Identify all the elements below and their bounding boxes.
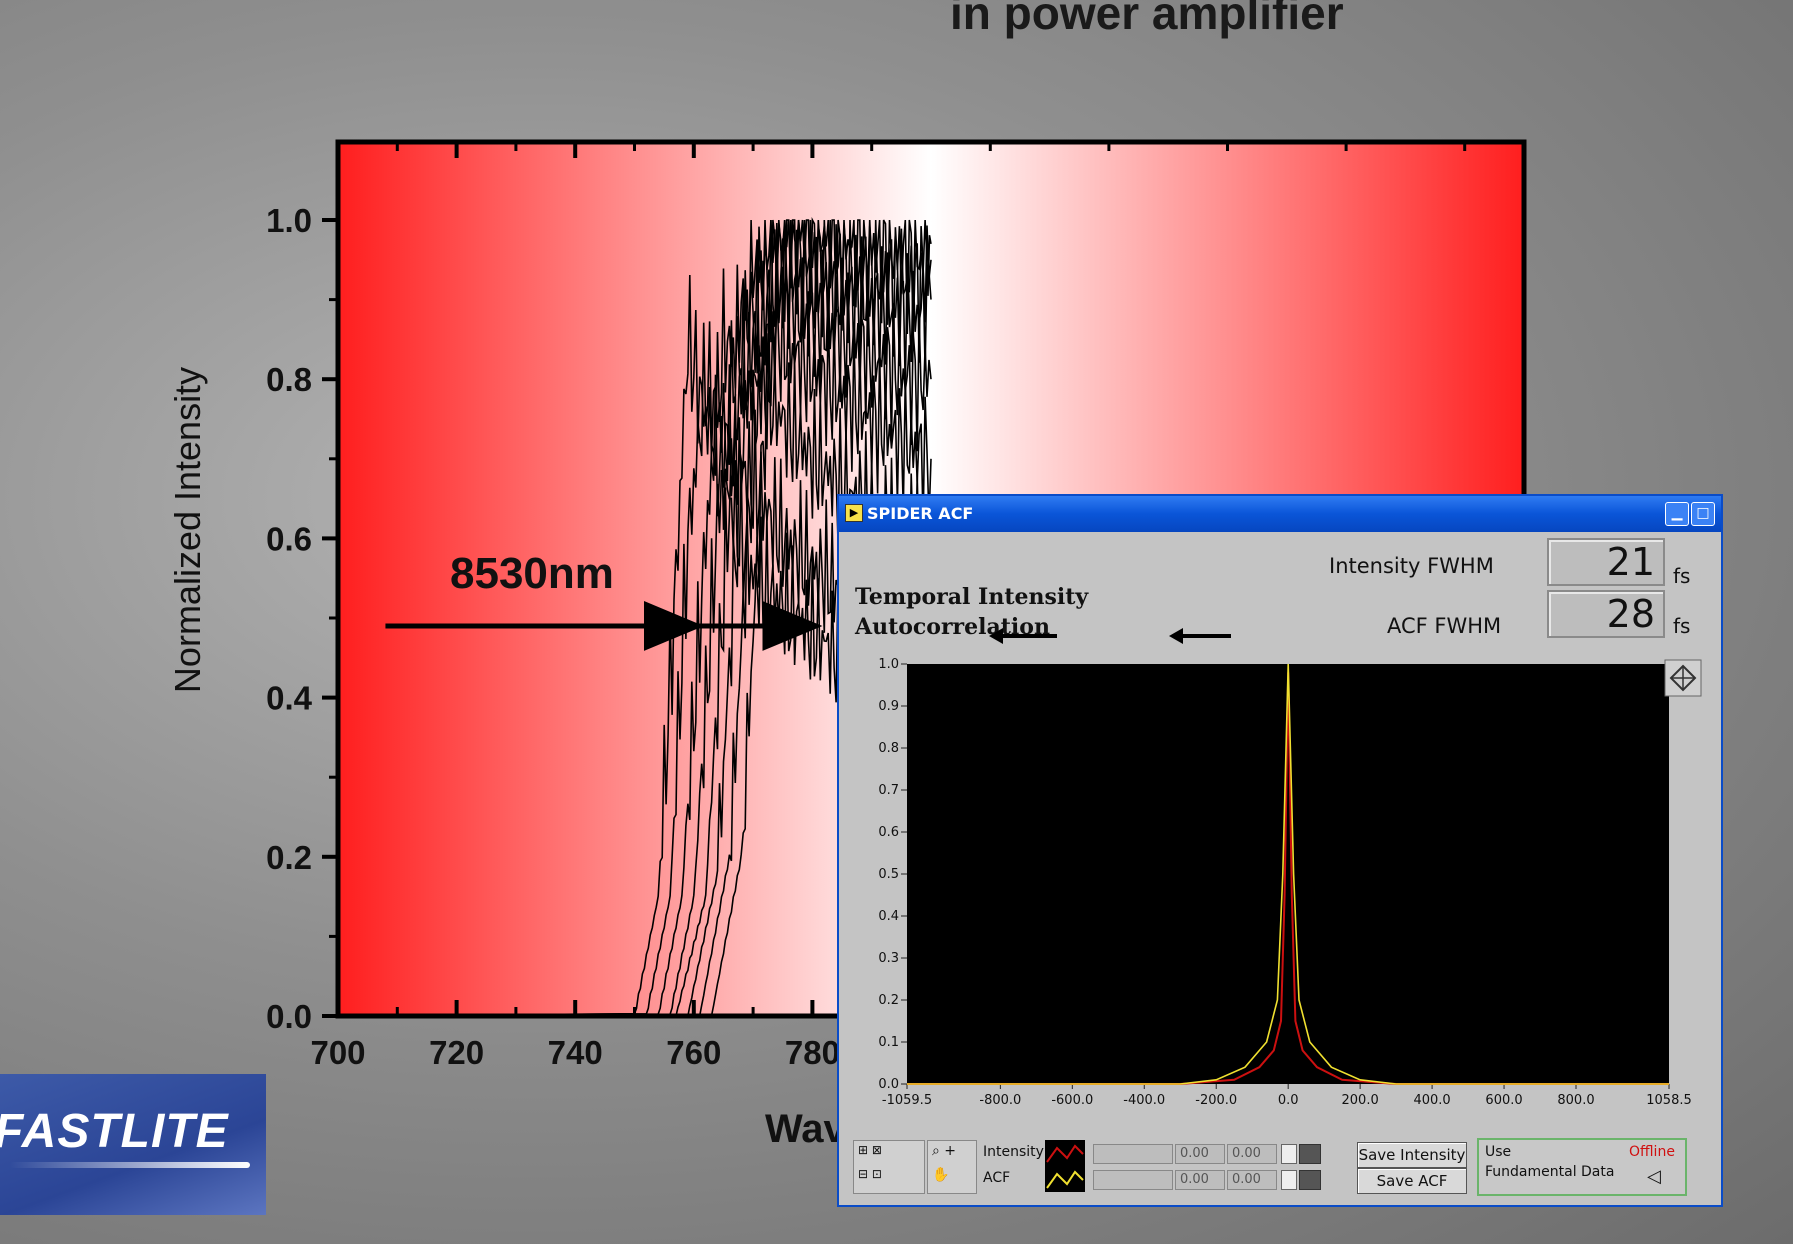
acf-x-tick-label: -800.0 — [979, 1093, 1021, 1108]
title-bar[interactable]: ▶ SPIDER ACF ▁ □ — [839, 496, 1721, 532]
cursor-name-field-1[interactable] — [1093, 1144, 1173, 1164]
legend-acf-label: ACF — [983, 1170, 1011, 1186]
y-tick-label: 1.0 — [266, 202, 312, 239]
spectrum-series-line — [355, 268, 932, 1017]
cursor-lock-toggle-2[interactable] — [1281, 1170, 1297, 1190]
acf-x-tick-label: 0.0 — [1278, 1093, 1299, 1108]
intensity-fwhm-label: Intensity FWHM — [1329, 554, 1494, 578]
y-tick-label: 0.0 — [266, 998, 312, 1035]
minimize-button[interactable]: ▁ — [1665, 502, 1689, 526]
y-tick-label: 0.4 — [266, 680, 313, 717]
acf-x-tick-label: -400.0 — [1123, 1093, 1165, 1108]
acf-y-tick-label: 0.9 — [878, 699, 899, 714]
acf-x-tick-label: -1059.5 — [882, 1093, 932, 1108]
acf-unit: fs — [1673, 614, 1691, 638]
y-axis-label: Normalized Intensity — [167, 367, 208, 693]
acf-y-tick-label: 0.0 — [878, 1077, 899, 1092]
acf-y-tick-label: 0.1 — [878, 1035, 899, 1050]
acf-series-group — [907, 663, 1669, 1085]
acf-x-tick-label: -200.0 — [1195, 1093, 1237, 1108]
fundamental-data-toggle[interactable]: Use Fundamental Data Offline ◁ — [1477, 1138, 1687, 1196]
intensity-fwhm-value: 21 — [1547, 538, 1665, 586]
cursor-y-field-2[interactable]: 0.00 — [1227, 1170, 1277, 1190]
magnify-icon[interactable]: ⌕ + — [932, 1143, 957, 1159]
x-axis-label: Wav — [765, 1107, 847, 1151]
cursor-color-2[interactable] — [1299, 1170, 1321, 1190]
zoom-y-icon[interactable]: ⊟ ⊡ — [858, 1167, 882, 1181]
acf-y-tick-label: 0.2 — [878, 993, 899, 1008]
logo-text: FASTLITE — [0, 1105, 229, 1158]
intensity-unit: fs — [1673, 564, 1691, 588]
save-acf-button[interactable]: Save ACF — [1357, 1168, 1467, 1194]
use-label: Use — [1485, 1144, 1512, 1160]
legend-swatches[interactable] — [1045, 1140, 1085, 1192]
acf-x-tick-label: 200.0 — [1342, 1093, 1379, 1108]
spectrum-series-line — [355, 216, 932, 1017]
cursor-y-field-1[interactable]: 0.00 — [1227, 1144, 1277, 1164]
spectrum-series-line — [355, 240, 932, 1017]
graph-palette[interactable]: ⊞ ⊠ ⊟ ⊡ — [853, 1140, 925, 1194]
acf-chart: 0.0 0.1 0.2 0.3 0.4 0.5 0.6 0.7 0.8 0.9 1.0 -1059.5… — [878, 657, 1702, 1108]
cursor-color-1[interactable] — [1299, 1144, 1321, 1164]
acf-x-tick-label: 800.0 — [1557, 1093, 1594, 1108]
x-tick-label: 780 — [785, 1034, 840, 1071]
x-tick-label: 720 — [429, 1034, 484, 1071]
acf-y-tick-label: 1.0 — [878, 657, 899, 672]
window-body: Temporal Intensity Autocorrelation Inten… — [839, 532, 1721, 1205]
y-tick-label: 0.2 — [266, 839, 312, 876]
cursor-tools[interactable]: ⌕ + ✋ — [927, 1140, 977, 1194]
switch-lever-icon[interactable]: ◁ — [1647, 1166, 1661, 1187]
acf-axes: 0.0 0.1 0.2 0.3 0.4 0.5 0.6 0.7 0.8 0.9 1.0 -1059.5… — [878, 657, 1691, 1108]
acf-x-tick-label: 600.0 — [1485, 1093, 1522, 1108]
offline-status: Offline — [1629, 1144, 1675, 1160]
cursor-x-field-2[interactable]: 0.00 — [1175, 1170, 1225, 1190]
x-tick-label: 760 — [666, 1034, 721, 1071]
y-tick-label: 0.8 — [266, 361, 312, 398]
acf-x-tick-label: -600.0 — [1051, 1093, 1093, 1108]
x-tick-label: 740 — [548, 1034, 603, 1071]
cursor-name-field-2[interactable] — [1093, 1170, 1173, 1190]
y-tick-label: 0.6 — [266, 520, 312, 557]
acf-fwhm-value: 28 — [1547, 590, 1665, 638]
acf-fwhm-label: ACF FWHM — [1387, 614, 1502, 638]
x-tick-label: 700 — [310, 1034, 365, 1071]
logo-swoosh — [10, 1162, 250, 1168]
wavelength-annotation: 8530nm — [450, 549, 614, 598]
fastlite-logo: FASTLITE — [0, 1074, 266, 1215]
legend-intensity-label: Intensity — [983, 1144, 1044, 1160]
acf-y-tick-label: 0.3 — [878, 951, 899, 966]
spectrum-series-line — [355, 219, 932, 1017]
window-title: SPIDER ACF — [867, 504, 974, 523]
cursor-x-field-1[interactable]: 0.00 — [1175, 1144, 1225, 1164]
fundamental-data-label: Fundamental Data — [1485, 1164, 1615, 1180]
zoom-x-icon[interactable]: ⊞ ⊠ — [858, 1143, 882, 1157]
acf-y-tick-label: 0.6 — [878, 825, 899, 840]
acf-x-tick-label: 400.0 — [1413, 1093, 1450, 1108]
maximize-button[interactable]: □ — [1691, 502, 1715, 526]
spectrum-axes: 700 720 740 760 780 0.0 0.2 0.4 0.6 0.8 1.0 — [266, 142, 1467, 1071]
acf-y-tick-label: 0.4 — [878, 909, 899, 924]
spectrum-series-line — [355, 219, 932, 1017]
acf-y-tick-label: 0.5 — [878, 867, 899, 882]
heading-arrow-icon — [989, 628, 1057, 644]
acf-series-line — [907, 663, 1669, 1085]
fwhm-arrow-icon — [1169, 628, 1231, 644]
cursor-lock-toggle-1[interactable] — [1281, 1144, 1297, 1164]
plot-pan-icon[interactable] — [1664, 659, 1702, 697]
acf-y-tick-label: 0.7 — [878, 783, 899, 798]
spider-acf-window: ▶ SPIDER ACF ▁ □ Temporal Intensity Auto… — [837, 494, 1723, 1207]
acf-x-tick-label: 1058.5 — [1646, 1093, 1692, 1108]
save-intensity-button[interactable]: Save Intensity — [1357, 1142, 1467, 1168]
acf-y-tick-label: 0.8 — [878, 741, 899, 756]
heading-line1: Temporal Intensity — [855, 584, 1089, 610]
hand-icon[interactable]: ✋ — [932, 1167, 950, 1183]
labview-vi-icon: ▶ — [845, 504, 863, 522]
slide-headline: in power amplifier — [950, 0, 1344, 39]
